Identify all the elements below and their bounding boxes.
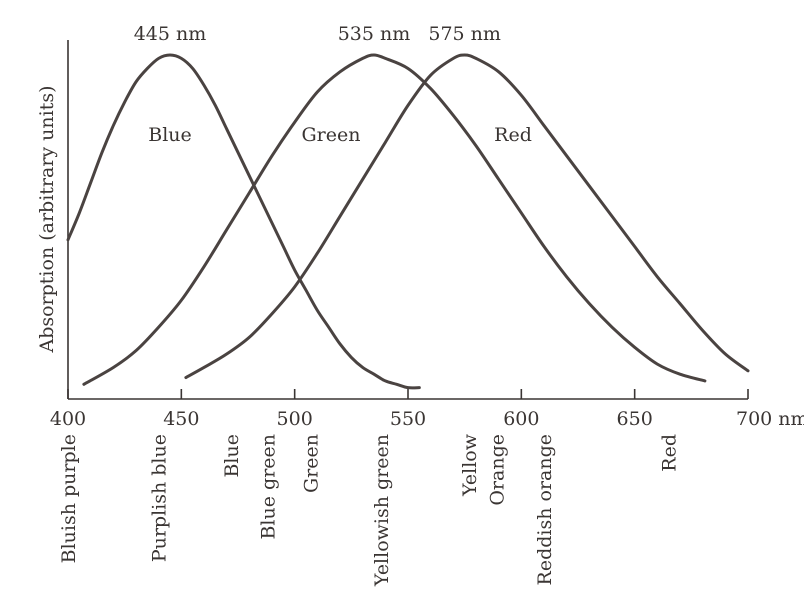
color-name-label: Orange [486, 434, 508, 506]
color-name-label: Bluish purple [58, 434, 80, 563]
peak-labels: 445 nm 535 nm 575 nm [134, 23, 501, 45]
series-line-green [82, 53, 707, 386]
series-label-blue: Blue [148, 124, 192, 146]
x-tick-label: 650 [617, 408, 653, 430]
color-name-label: Blue [221, 434, 243, 478]
y-axis-label: Absorption (arbitrary units) [36, 85, 58, 353]
series-label-red: Red [494, 124, 532, 146]
peak-label-red: 575 nm [428, 23, 501, 45]
x-tick-label: 600 [503, 408, 539, 430]
color-name-label: Red [659, 434, 681, 472]
color-name-label: Green [301, 434, 323, 493]
color-name-label: Reddish orange [534, 434, 556, 585]
x-axis-ticks: 400 450 500 550 600 650 700 nm [50, 389, 804, 430]
color-name-label: Yellowish green [371, 434, 393, 587]
color-name-label: Yellow [459, 433, 481, 497]
color-name-label: Blue green [257, 434, 279, 540]
x-tick-label: 550 [390, 408, 426, 430]
peak-label-green: 535 nm [338, 23, 411, 45]
x-tick-label: 450 [163, 408, 199, 430]
absorption-curves [66, 53, 750, 390]
series-line-red [184, 53, 750, 380]
series-labels: Blue Green Red [148, 124, 532, 146]
x-tick-label: 500 [277, 408, 313, 430]
x-tick-label: 700 nm [736, 408, 804, 430]
series-label-green: Green [302, 124, 361, 146]
x-tick-label: 400 [50, 408, 86, 430]
peak-label-blue: 445 nm [134, 23, 207, 45]
color-name-label: Purplish blue [149, 434, 171, 562]
color-name-labels: Bluish purple Purplish blue Blue Blue green… [58, 433, 681, 587]
series-line-blue [66, 53, 421, 390]
